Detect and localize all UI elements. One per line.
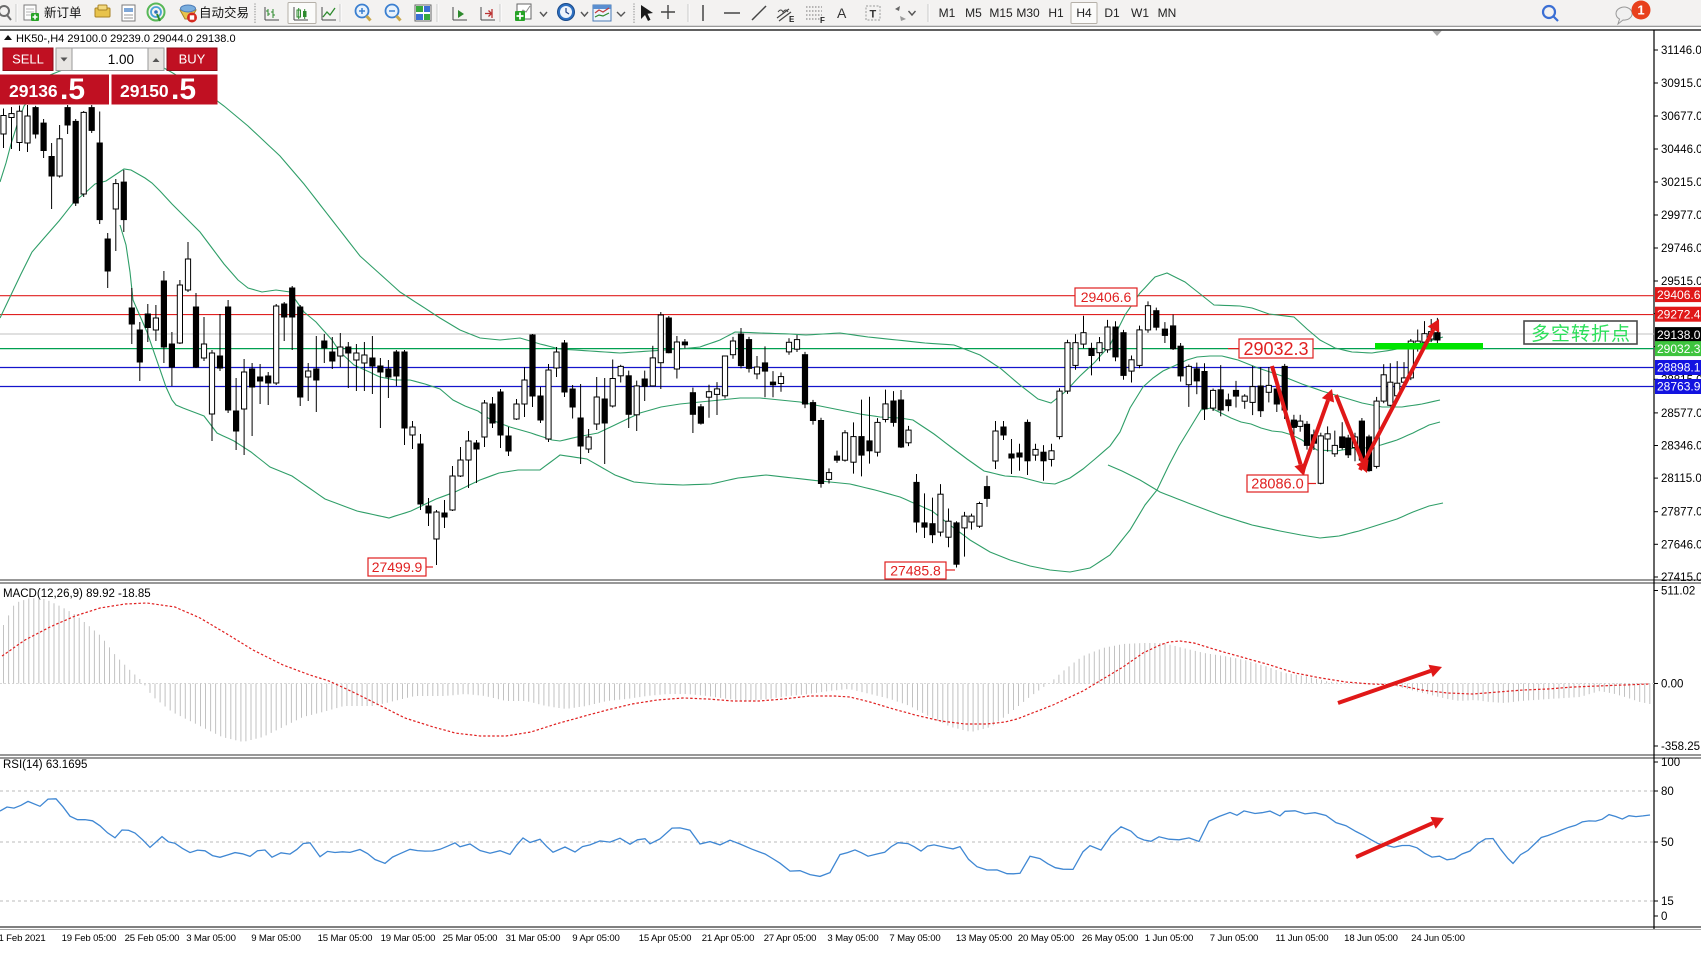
svg-text:1 Jun 05:00: 1 Jun 05:00 [1145, 933, 1194, 944]
svg-text:31 Mar 05:00: 31 Mar 05:00 [506, 933, 561, 944]
svg-text:BUY: BUY [179, 52, 206, 67]
svg-text:30677.0: 30677.0 [1661, 111, 1701, 123]
svg-text:19 Mar 05:00: 19 Mar 05:00 [381, 933, 436, 944]
svg-text:29406.6: 29406.6 [1081, 289, 1132, 305]
svg-text:29032.3: 29032.3 [1243, 339, 1308, 359]
svg-text:29515.0: 29515.0 [1661, 276, 1701, 288]
svg-text:M30: M30 [1016, 6, 1040, 20]
svg-text:29138.0: 29138.0 [1657, 328, 1701, 342]
svg-text:自动交易: 自动交易 [199, 5, 249, 20]
svg-text:27485.8: 27485.8 [890, 563, 941, 579]
svg-text:RSI(14) 63.1695: RSI(14) 63.1695 [3, 759, 87, 771]
svg-text:30915.0: 30915.0 [1661, 78, 1701, 90]
svg-text:29746.0: 29746.0 [1661, 243, 1701, 255]
svg-text:0: 0 [1661, 911, 1667, 923]
svg-text:20 May 05:00: 20 May 05:00 [1018, 933, 1074, 944]
svg-text:7 Jun 05:00: 7 Jun 05:00 [1210, 933, 1259, 944]
svg-text:18 Jun 05:00: 18 Jun 05:00 [1344, 933, 1398, 944]
svg-text:27 Apr 05:00: 27 Apr 05:00 [764, 933, 817, 944]
svg-text:0.00: 0.00 [1661, 679, 1683, 691]
svg-text:28086.0: 28086.0 [1251, 477, 1303, 493]
svg-text:50: 50 [1661, 837, 1674, 849]
svg-text:E: E [789, 15, 795, 24]
svg-text:H4: H4 [1076, 6, 1092, 20]
svg-text:HK50-,H4 29100.0 29239.0 2904: HK50-,H4 29100.0 29239.0 29044.0 29138.0 [16, 33, 236, 45]
svg-text:A: A [837, 5, 847, 21]
svg-text:30446.0: 30446.0 [1661, 144, 1701, 156]
svg-text:3 May 05:00: 3 May 05:00 [827, 933, 878, 944]
svg-text:H1: H1 [1048, 6, 1064, 20]
svg-text:D1: D1 [1104, 6, 1120, 20]
svg-text:9 Mar 05:00: 9 Mar 05:00 [251, 933, 301, 944]
svg-text:15: 15 [1661, 896, 1674, 908]
svg-text:25 Feb 05:00: 25 Feb 05:00 [125, 933, 180, 944]
svg-text:27499.9: 27499.9 [372, 559, 423, 575]
svg-text:29977.0: 29977.0 [1661, 210, 1701, 222]
svg-text:27646.0: 27646.0 [1661, 539, 1701, 551]
svg-text:29150: 29150 [120, 81, 169, 101]
svg-text:30215.0: 30215.0 [1661, 177, 1701, 189]
svg-text:27415.0: 27415.0 [1661, 572, 1701, 584]
svg-text:F: F [820, 16, 825, 25]
svg-text:100: 100 [1661, 757, 1680, 769]
svg-text:28115.0: 28115.0 [1661, 473, 1701, 485]
svg-text:28346.0: 28346.0 [1661, 441, 1701, 453]
svg-text:15 Mar 05:00: 15 Mar 05:00 [318, 933, 373, 944]
svg-text:31146.0: 31146.0 [1661, 45, 1701, 57]
svg-text:多空转折点: 多空转折点 [1531, 323, 1631, 345]
svg-text:T: T [870, 9, 877, 21]
svg-text:28898.1: 28898.1 [1657, 361, 1701, 375]
svg-text:25 Mar 05:00: 25 Mar 05:00 [443, 933, 498, 944]
svg-text:1: 1 [1637, 3, 1644, 18]
svg-text:13 May 05:00: 13 May 05:00 [956, 933, 1012, 944]
svg-text:27877.0: 27877.0 [1661, 507, 1701, 519]
svg-text:M15: M15 [989, 6, 1013, 20]
svg-text:24 Jun 05:00: 24 Jun 05:00 [1411, 933, 1465, 944]
svg-text:29406.6: 29406.6 [1657, 288, 1701, 302]
svg-text:28763.9: 28763.9 [1657, 380, 1701, 394]
svg-text:511.02: 511.02 [1661, 586, 1695, 598]
svg-text:新订单: 新订单 [44, 5, 82, 20]
svg-text:29136: 29136 [9, 81, 58, 101]
svg-text:-358.25: -358.25 [1661, 741, 1700, 753]
svg-text:29032.3: 29032.3 [1657, 342, 1701, 356]
svg-text:1.00: 1.00 [108, 52, 134, 67]
svg-text:M5: M5 [965, 6, 982, 20]
svg-text:M1: M1 [939, 6, 956, 20]
svg-text:29272.4: 29272.4 [1657, 307, 1701, 321]
svg-text:19 Feb 05:00: 19 Feb 05:00 [62, 933, 117, 944]
svg-text:7 May 05:00: 7 May 05:00 [889, 933, 940, 944]
svg-text:21 Apr 05:00: 21 Apr 05:00 [702, 933, 755, 944]
svg-text:MN: MN [1158, 6, 1177, 20]
svg-text:.5: .5 [60, 73, 85, 106]
svg-text:W1: W1 [1131, 6, 1149, 20]
svg-text:SELL: SELL [12, 52, 44, 67]
svg-text:26 May 05:00: 26 May 05:00 [1082, 933, 1138, 944]
svg-text:11 Jun 05:00: 11 Jun 05:00 [1276, 933, 1329, 944]
svg-text:28577.0: 28577.0 [1661, 408, 1701, 420]
svg-text:.5: .5 [171, 73, 196, 106]
svg-text:3 Mar 05:00: 3 Mar 05:00 [186, 933, 236, 944]
svg-text:9 Apr 05:00: 9 Apr 05:00 [572, 933, 619, 944]
svg-text:MACD(12,26,9) 89.92 -18.85: MACD(12,26,9) 89.92 -18.85 [3, 588, 151, 600]
svg-text:80: 80 [1661, 786, 1674, 798]
svg-text:15 Apr 05:00: 15 Apr 05:00 [639, 933, 692, 944]
svg-text:1 Feb 2021: 1 Feb 2021 [0, 933, 46, 944]
